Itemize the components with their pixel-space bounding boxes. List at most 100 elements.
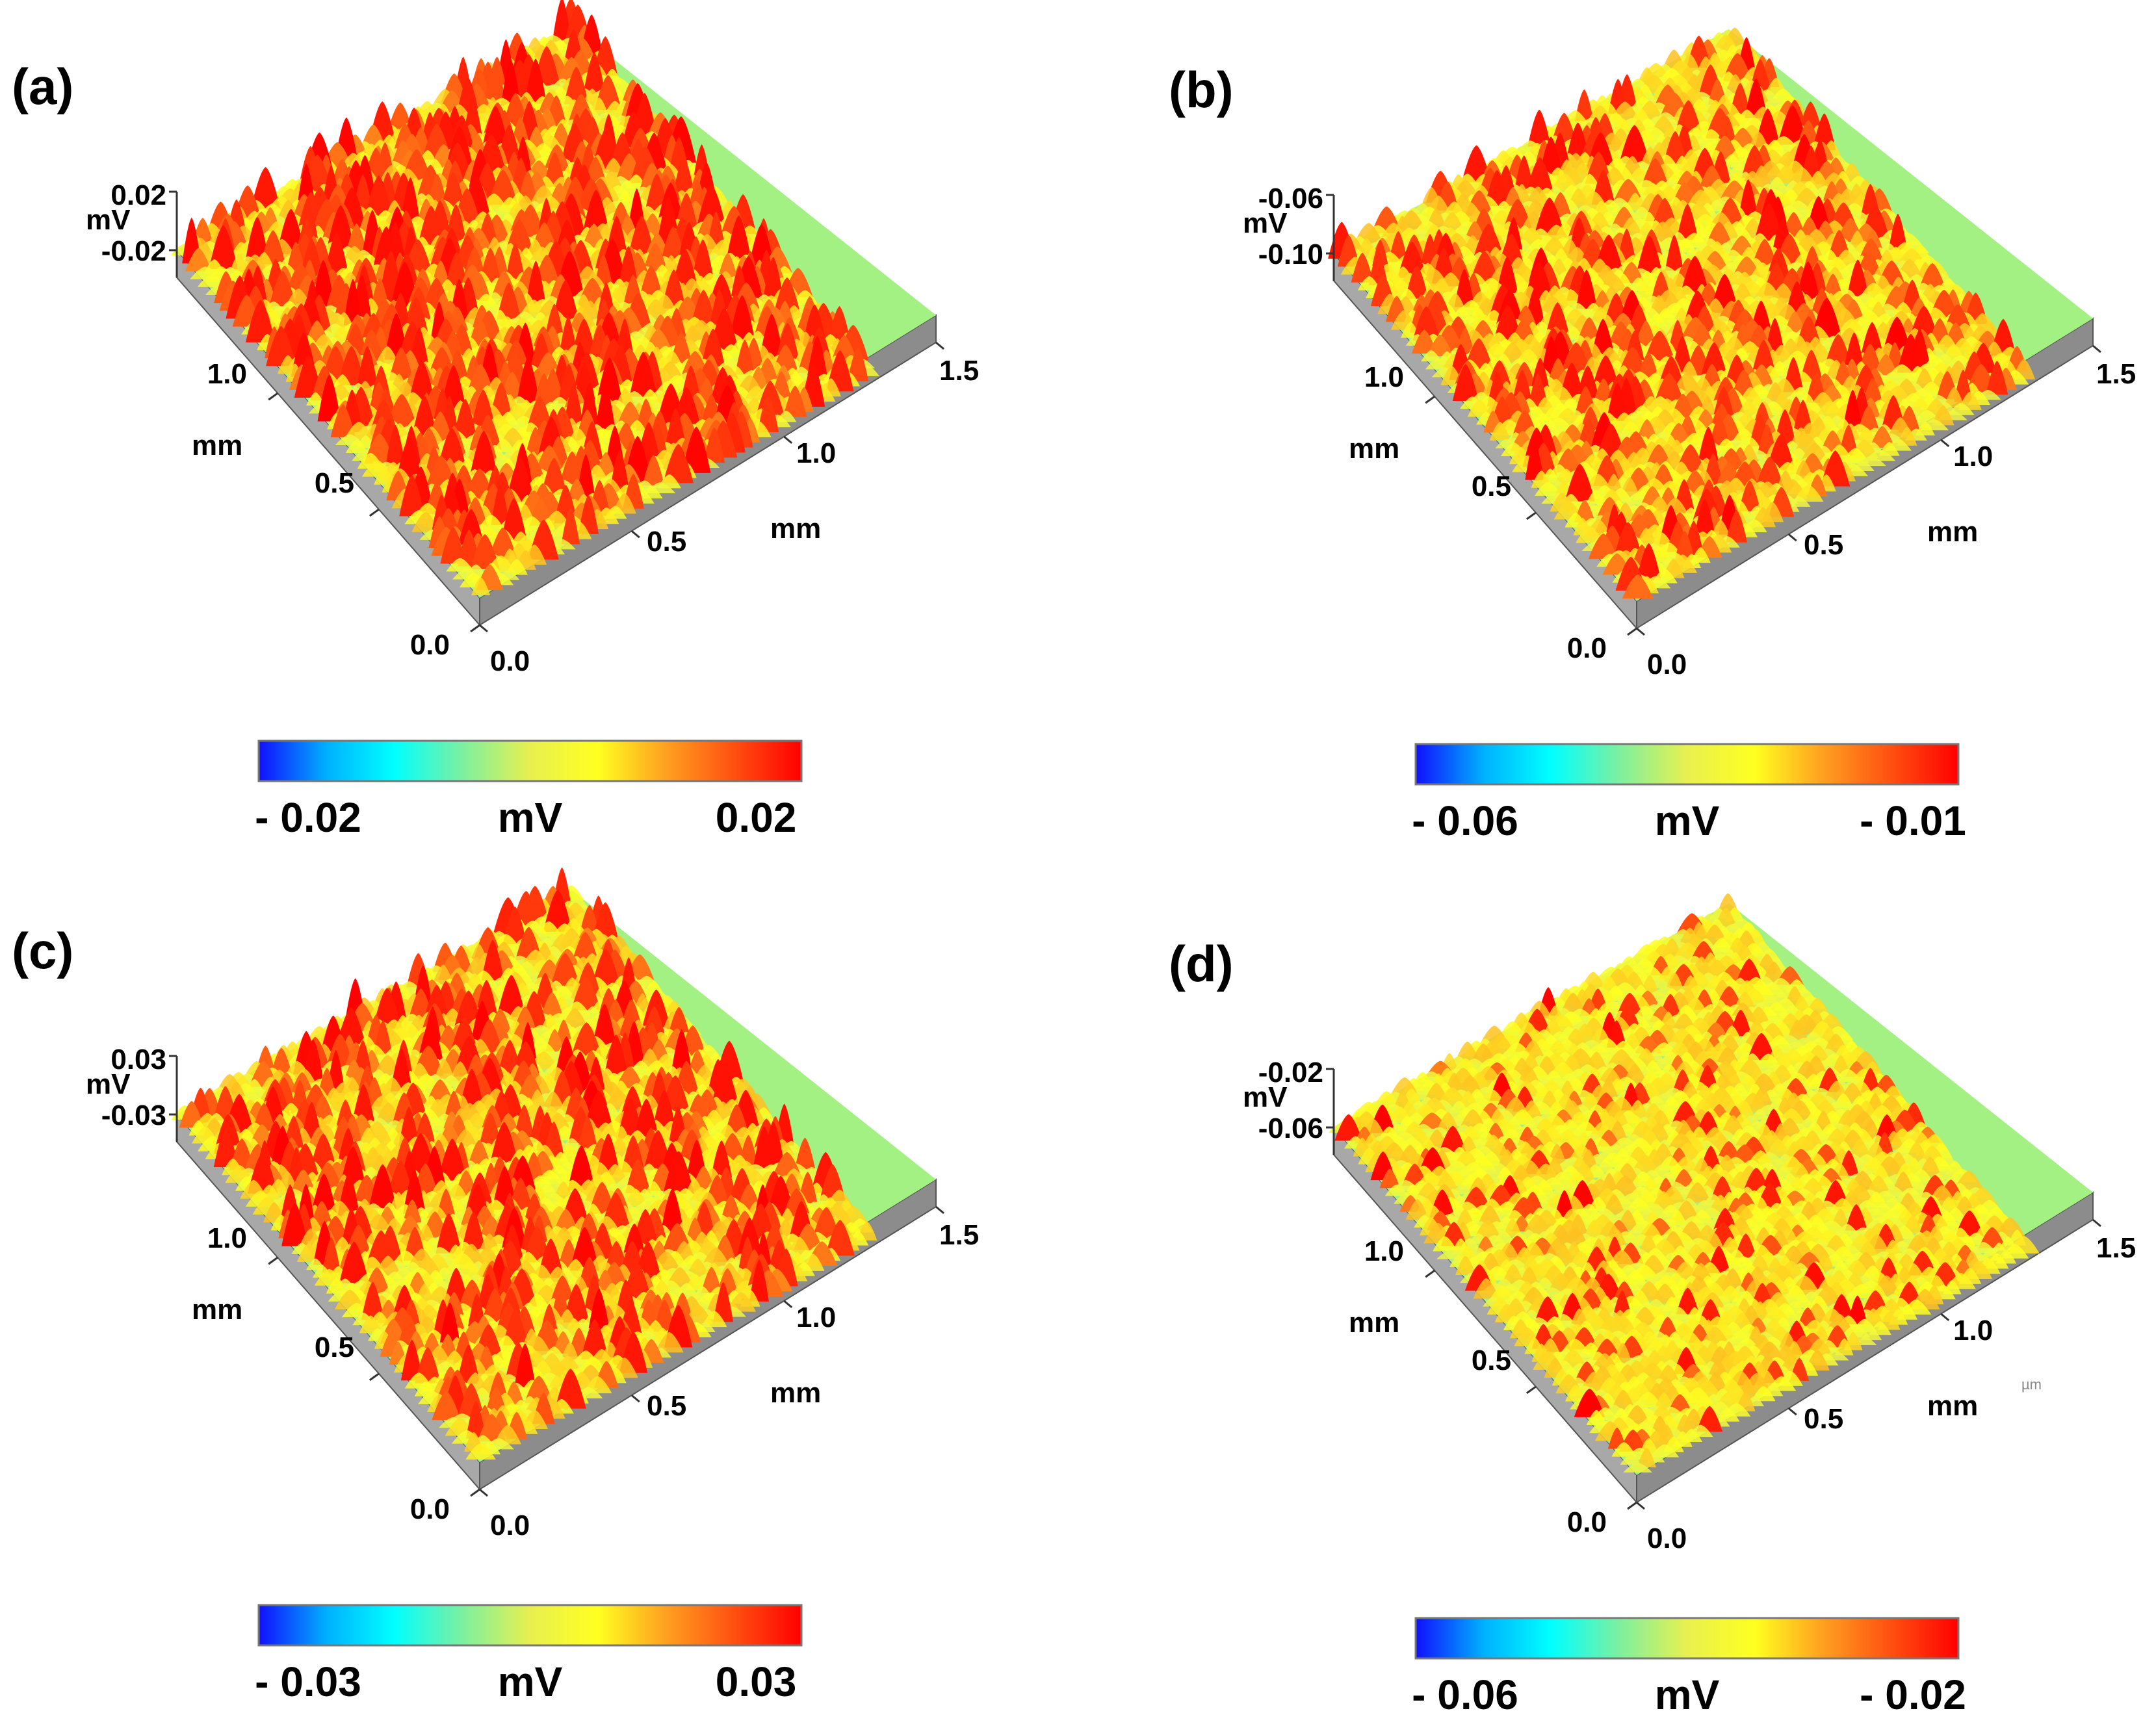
z-axis-label: mV xyxy=(1243,1081,1288,1113)
y-axis-tick-label: 0.5 xyxy=(1472,470,1511,502)
z-axis-tick-label: -0.02 xyxy=(1258,1057,1323,1088)
x-axis-tick xyxy=(783,1300,793,1309)
y-axis-tick-label: 0.5 xyxy=(315,1331,354,1363)
x-axis-tick-label: 0.0 xyxy=(1647,649,1687,680)
x-axis-tick xyxy=(935,1205,944,1215)
x-axis-tick xyxy=(1787,1407,1797,1416)
y-axis-tick xyxy=(1627,1501,1637,1510)
colorbar-max-label: - 0.02 xyxy=(1860,1671,1966,1711)
colorbar xyxy=(1414,1617,1960,1660)
y-axis-tick xyxy=(1425,395,1436,404)
x-axis-tick xyxy=(1940,439,1950,448)
x-axis-tick-label: 1.5 xyxy=(2096,358,2136,390)
colorbar-unit-label: mV xyxy=(498,794,563,841)
y-axis-tick-label: 0.0 xyxy=(1567,1506,1607,1538)
colorbar-unit-label: mV xyxy=(1655,797,1720,844)
y-axis-tick-label: 0.0 xyxy=(410,629,450,661)
y-axis-label: mm xyxy=(1349,1307,1399,1339)
x-axis-label: mm xyxy=(770,1377,821,1409)
y-axis-tick-label: 1.0 xyxy=(1364,361,1404,393)
colorbar-unit-label: mV xyxy=(1655,1671,1720,1711)
x-axis-tick-label: 1.0 xyxy=(796,437,836,469)
panel-label: (a) xyxy=(12,58,73,115)
axes xyxy=(1326,1068,2101,1510)
y-axis-label: mm xyxy=(1349,433,1399,465)
colorbar xyxy=(1414,743,1960,786)
panel-c: (c)0.03-0.03mV0.00.51.0mm0.00.51.01.5mm-… xyxy=(12,867,979,1705)
y-axis-tick-label: 1.0 xyxy=(1364,1235,1404,1267)
y-axis-label: mm xyxy=(192,1294,242,1326)
surface-peaks xyxy=(1328,27,2036,598)
x-axis-tick-label: 0.5 xyxy=(647,1390,686,1422)
y-axis-tick xyxy=(470,624,480,633)
x-axis-tick-label: 1.5 xyxy=(939,1219,979,1251)
colorbar-max-label: 0.02 xyxy=(716,794,797,841)
colorbar-max-label: 0.03 xyxy=(716,1658,797,1705)
y-axis-tick-label: 1.0 xyxy=(207,1222,247,1254)
x-axis-tick-label: 1.5 xyxy=(939,355,979,387)
stray-unit-text: µm xyxy=(2021,1376,2042,1393)
z-axis-tick-label: -0.06 xyxy=(1258,183,1323,214)
x-axis-tick xyxy=(935,341,944,350)
colorbar xyxy=(257,1604,803,1647)
y-axis-tick xyxy=(1627,627,1637,636)
y-axis-tick xyxy=(470,1488,480,1497)
surface-peaks xyxy=(171,867,877,1460)
x-axis-label: mm xyxy=(770,513,821,545)
x-axis-tick-label: 1.0 xyxy=(1953,1315,1993,1346)
panel-a: (a)0.02-0.02mV0.00.51.0mm0.00.51.01.5mm-… xyxy=(12,0,979,841)
y-axis-tick-label: 1.0 xyxy=(207,358,247,390)
axes xyxy=(1326,194,2101,636)
colorbar-min-label: - 0.03 xyxy=(255,1658,361,1705)
z-axis-tick-label: 0.02 xyxy=(110,179,166,211)
x-axis-tick xyxy=(1787,533,1797,542)
z-axis-label: mV xyxy=(86,204,131,236)
colorbar-min-label: - 0.06 xyxy=(1412,1671,1518,1711)
z-axis-tick-label: -0.10 xyxy=(1258,238,1323,270)
x-axis-tick xyxy=(1636,1501,1645,1510)
y-axis-tick-label: 0.0 xyxy=(1567,632,1607,664)
x-axis-tick-label: 0.5 xyxy=(1804,529,1843,561)
y-axis-tick xyxy=(369,508,380,517)
x-axis-label: mm xyxy=(1927,516,1978,548)
y-axis-tick-label: 0.5 xyxy=(1472,1344,1511,1376)
x-axis-tick xyxy=(479,624,488,633)
x-axis-tick-label: 0.5 xyxy=(1804,1403,1843,1435)
y-axis-tick-label: 0.0 xyxy=(410,1493,450,1525)
colorbar-max-label: - 0.01 xyxy=(1860,797,1966,844)
x-axis-tick-label: 0.0 xyxy=(1647,1523,1687,1554)
axes xyxy=(169,190,944,633)
y-axis-tick xyxy=(268,1256,279,1265)
z-axis-label: mV xyxy=(86,1068,131,1100)
y-axis-tick-label: 0.5 xyxy=(315,467,354,499)
panel-label: (d) xyxy=(1169,935,1234,992)
surface-peaks xyxy=(170,0,879,595)
x-axis-tick-label: 0.0 xyxy=(490,645,530,677)
z-axis-label: mV xyxy=(1243,207,1288,239)
panel-label: (b) xyxy=(1169,61,1234,118)
x-axis-tick xyxy=(1636,627,1645,636)
y-axis-tick xyxy=(1425,1269,1436,1278)
panel-d: (d)-0.02-0.06mV0.00.51.0mm0.00.51.01.5mm… xyxy=(1169,893,2136,1711)
x-axis-tick xyxy=(630,1394,640,1403)
y-axis-tick xyxy=(268,392,279,401)
colorbar-min-label: - 0.02 xyxy=(255,794,361,841)
x-axis-tick-label: 1.0 xyxy=(796,1302,836,1333)
x-axis-tick xyxy=(479,1488,488,1497)
x-axis-tick xyxy=(630,530,640,539)
z-axis-tick-label: -0.06 xyxy=(1258,1113,1323,1144)
y-axis-tick xyxy=(369,1372,380,1382)
x-axis-tick xyxy=(1940,1313,1950,1322)
x-axis-tick-label: 1.0 xyxy=(1953,441,1993,472)
colorbar-min-label: - 0.06 xyxy=(1412,797,1518,844)
x-axis-tick-label: 0.5 xyxy=(647,526,686,558)
x-axis-tick xyxy=(2092,344,2101,354)
z-axis-tick-label: -0.03 xyxy=(101,1100,166,1131)
x-axis-tick xyxy=(783,435,793,444)
panel-label: (c) xyxy=(12,922,73,979)
x-axis-tick xyxy=(2092,1218,2101,1228)
colorbar xyxy=(257,740,803,782)
z-axis-tick-label: 0.03 xyxy=(110,1044,166,1075)
axes xyxy=(169,1055,944,1497)
